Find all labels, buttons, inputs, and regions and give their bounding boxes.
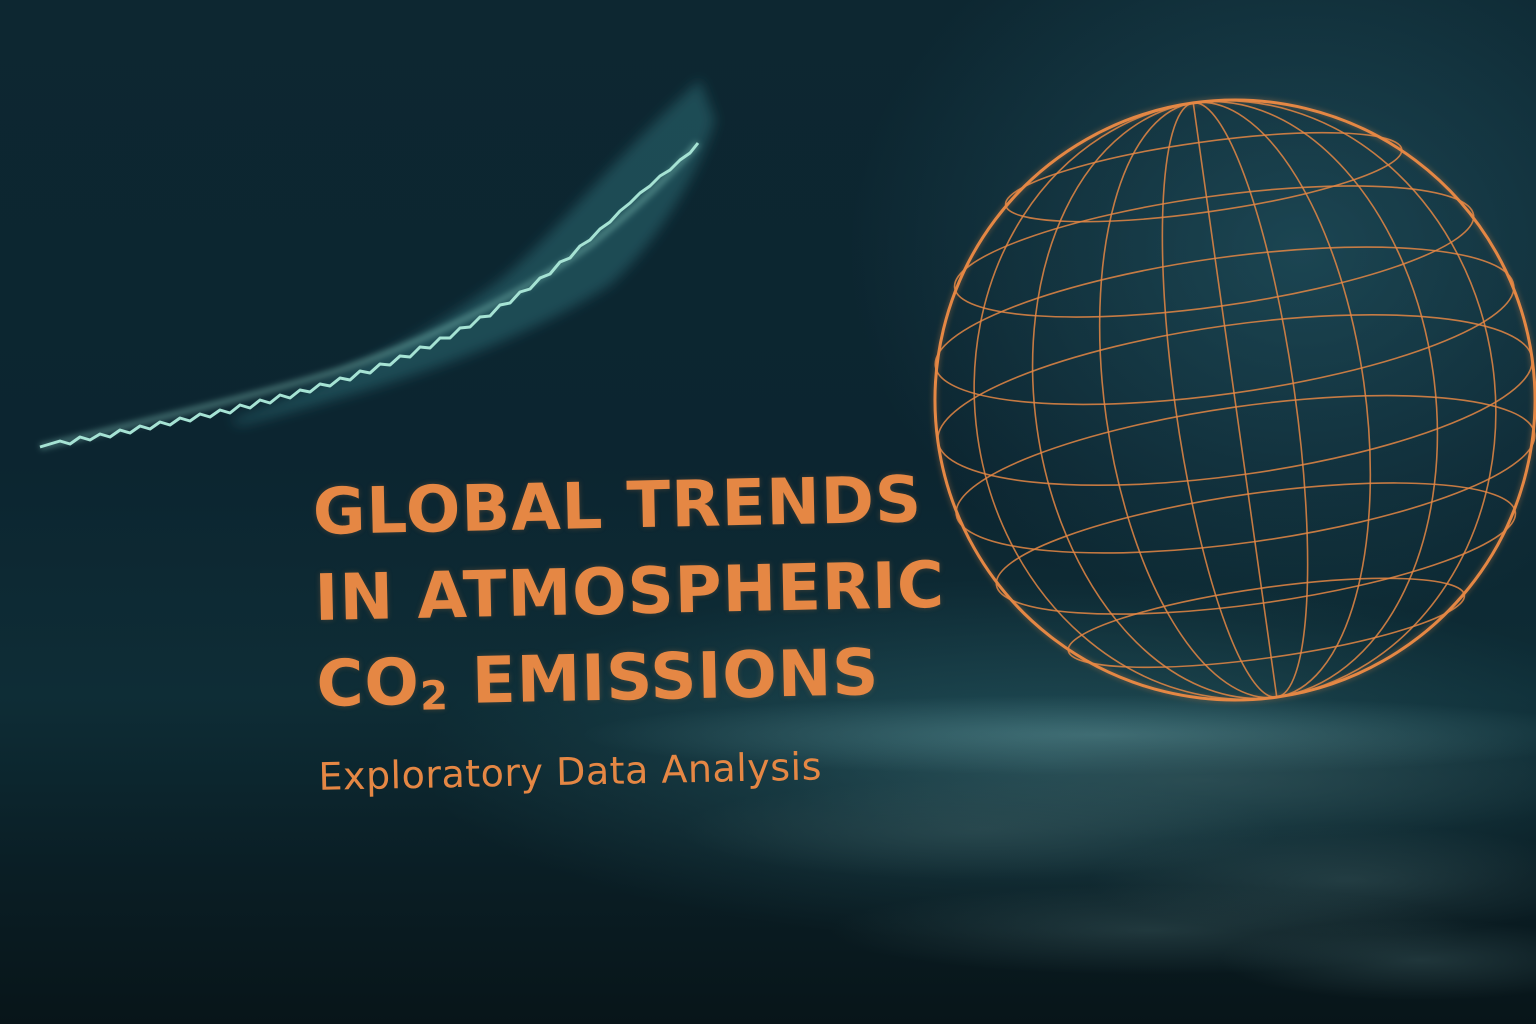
trend-line [39,142,700,449]
trend-glow [39,140,701,451]
title-subscript-2: 2 [419,673,450,720]
title-line-3: CO2 EMISSIONS [316,628,978,742]
title-block: GLOBAL TRENDS IN ATMOSPHERIC CO2 EMISSIO… [312,456,979,802]
title-emissions: EMISSIONS [447,636,881,720]
title-co: CO [315,645,421,722]
title-line-2: IN ATMOSPHERIC [313,548,946,636]
title-line-1: GLOBAL TRENDS [312,463,923,550]
trend-uncertainty-band [230,80,715,425]
